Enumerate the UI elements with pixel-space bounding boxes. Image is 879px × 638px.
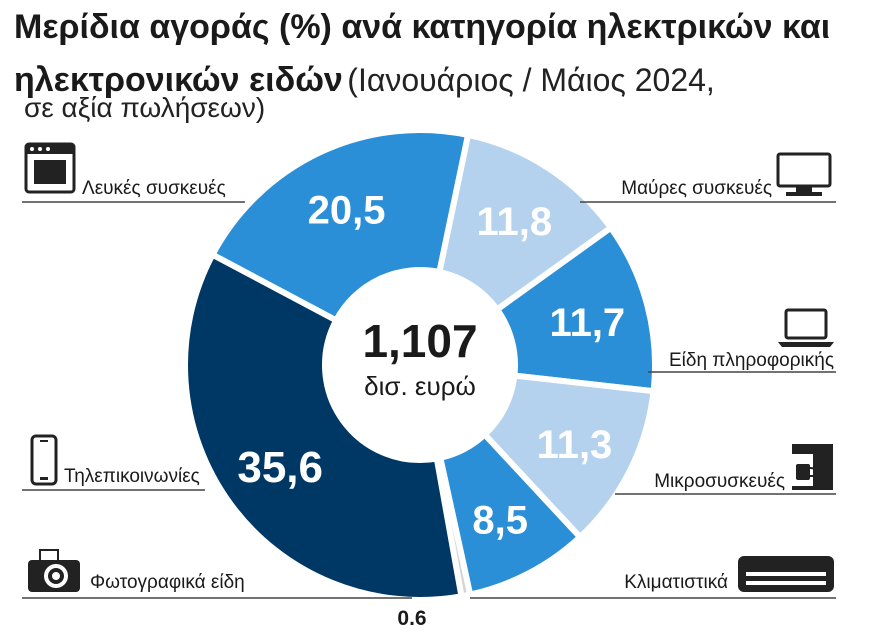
- slice-value-telecom: 35,6: [237, 443, 323, 492]
- tv-icon: [776, 152, 832, 196]
- slice-label-small-appliances: Μικροσυσκευές: [654, 471, 785, 492]
- oven-icon: [24, 142, 76, 194]
- slice-label-air-conditioning: Κλιματιστικά: [624, 572, 728, 593]
- slice-value-brown-goods: 11,8: [476, 200, 552, 244]
- slice-label-it: Είδη πληροφορικής: [669, 350, 834, 371]
- coffee-machine-icon: [792, 444, 833, 490]
- slice-value-small-appliances: 11,3: [537, 423, 613, 467]
- slice-value-white-goods: 20,5: [308, 188, 386, 232]
- slice-label-photo: Φωτογραφικά είδη: [90, 572, 245, 593]
- chart-title: Μερίδια αγοράς (%) ανά κατηγορία ηλεκτρι…: [14, 4, 864, 110]
- center-total-unit: δισ. ευρώ: [364, 371, 476, 401]
- slice-label-white-goods: Λευκές συσκευές: [82, 178, 226, 199]
- donut-value-labels: 20,5 11,8 11,7 11,38,5 35,6: [237, 188, 625, 542]
- chart-subtitle: σε αξία πωλήσεων): [24, 92, 266, 123]
- donut-hole: [325, 270, 515, 460]
- camera-icon: [28, 549, 80, 592]
- slice-label-brown-goods: Μαύρες συσκευές: [621, 178, 772, 199]
- air-conditioner-icon: [738, 556, 834, 592]
- callout-air-conditioning: Κλιματιστικά: [470, 556, 836, 599]
- callout-telecom: Τηλεπικοινωνίες: [22, 434, 205, 491]
- slice-value-photo: 0.6: [397, 607, 426, 630]
- slice-value-air-conditioning: 8,5: [472, 498, 528, 542]
- callout-brown-goods: Μαύρες συσκευές: [580, 152, 836, 203]
- callout-photo: Φωτογραφικά είδη: [22, 549, 412, 599]
- callout-it: Είδη πληροφορικής: [648, 308, 836, 373]
- smartphone-icon: [30, 434, 58, 486]
- callout-white-goods: Λευκές συσκευές: [22, 142, 245, 203]
- chart-title-bold: Μερίδια αγοράς (%) ανά κατηγορία ηλεκτρι…: [14, 8, 831, 99]
- chart-title-period: (Ιανουάριος / Μάιος 2024,: [347, 62, 715, 98]
- laptop-icon: [778, 308, 834, 347]
- callout-small-appliances: Μικροσυσκευές: [615, 444, 836, 495]
- slice-value-it: 11,7: [550, 301, 626, 345]
- slice-label-telecom: Τηλεπικοινωνίες: [64, 466, 200, 487]
- center-total-value: 1,107: [362, 315, 477, 367]
